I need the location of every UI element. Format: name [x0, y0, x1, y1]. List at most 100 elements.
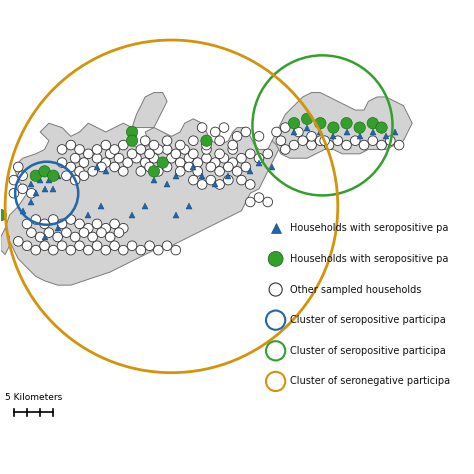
Circle shape: [88, 232, 98, 242]
Circle shape: [162, 162, 172, 172]
Circle shape: [149, 140, 159, 150]
Circle shape: [315, 118, 326, 129]
Circle shape: [140, 136, 150, 146]
Circle shape: [118, 223, 128, 233]
Circle shape: [132, 154, 141, 163]
Circle shape: [145, 149, 155, 159]
Circle shape: [197, 180, 207, 189]
Circle shape: [101, 158, 110, 167]
Circle shape: [162, 136, 172, 146]
Circle shape: [31, 246, 41, 255]
Text: Households with seropositive pa: Households with seropositive pa: [290, 223, 448, 233]
Circle shape: [206, 175, 216, 185]
Circle shape: [320, 136, 329, 146]
Circle shape: [171, 149, 181, 159]
Circle shape: [66, 246, 76, 255]
Text: Cluster of seropositive participa: Cluster of seropositive participa: [290, 346, 446, 356]
Circle shape: [219, 154, 229, 163]
Circle shape: [118, 246, 128, 255]
Circle shape: [354, 122, 365, 133]
Circle shape: [70, 175, 80, 185]
Circle shape: [66, 215, 76, 224]
Circle shape: [281, 123, 290, 132]
Text: Cluster of seronegative participa: Cluster of seronegative participa: [290, 376, 450, 386]
Circle shape: [127, 135, 138, 146]
Circle shape: [254, 193, 264, 202]
Circle shape: [367, 118, 379, 129]
Polygon shape: [272, 92, 412, 158]
Circle shape: [394, 140, 404, 150]
Circle shape: [75, 166, 84, 176]
Circle shape: [377, 140, 386, 150]
Circle shape: [237, 154, 246, 163]
Circle shape: [92, 219, 102, 228]
Circle shape: [175, 166, 185, 176]
Circle shape: [110, 219, 119, 228]
Circle shape: [148, 165, 160, 177]
Circle shape: [44, 228, 54, 237]
Circle shape: [298, 136, 308, 146]
Circle shape: [215, 166, 224, 176]
Circle shape: [224, 175, 233, 185]
Circle shape: [175, 158, 185, 167]
Circle shape: [101, 223, 110, 233]
Circle shape: [79, 228, 89, 237]
Circle shape: [154, 246, 163, 255]
Circle shape: [114, 154, 124, 163]
Polygon shape: [5, 119, 281, 285]
Circle shape: [127, 149, 137, 159]
Circle shape: [57, 219, 67, 228]
Circle shape: [272, 127, 282, 137]
Circle shape: [47, 170, 59, 182]
Circle shape: [75, 241, 84, 251]
Circle shape: [254, 131, 264, 141]
Circle shape: [18, 184, 27, 194]
Circle shape: [92, 154, 102, 163]
Circle shape: [268, 251, 283, 266]
Circle shape: [136, 166, 146, 176]
Circle shape: [333, 136, 343, 146]
Circle shape: [105, 232, 115, 242]
Circle shape: [75, 219, 84, 228]
Circle shape: [140, 158, 150, 167]
Circle shape: [97, 228, 106, 237]
Circle shape: [53, 232, 63, 242]
Circle shape: [110, 145, 119, 154]
Circle shape: [83, 246, 93, 255]
Circle shape: [83, 149, 93, 159]
Circle shape: [376, 122, 387, 133]
Circle shape: [180, 145, 190, 154]
Circle shape: [118, 166, 128, 176]
Circle shape: [210, 127, 220, 137]
Circle shape: [48, 215, 58, 224]
Circle shape: [193, 158, 202, 167]
Circle shape: [288, 118, 300, 129]
Circle shape: [241, 162, 251, 172]
Circle shape: [175, 140, 185, 150]
Circle shape: [0, 210, 7, 221]
Circle shape: [123, 158, 133, 167]
Circle shape: [224, 162, 233, 172]
Circle shape: [136, 246, 146, 255]
Circle shape: [228, 145, 237, 154]
Circle shape: [201, 135, 212, 146]
Circle shape: [189, 175, 198, 185]
Circle shape: [342, 140, 351, 150]
Circle shape: [158, 158, 167, 167]
Circle shape: [201, 145, 211, 154]
Circle shape: [184, 154, 194, 163]
Text: 5 Kilometers: 5 Kilometers: [5, 393, 62, 402]
Circle shape: [57, 158, 67, 167]
Circle shape: [62, 228, 71, 237]
Text: Other sampled households: Other sampled households: [290, 284, 421, 294]
Circle shape: [101, 246, 110, 255]
Circle shape: [36, 232, 45, 242]
Circle shape: [276, 136, 286, 146]
Circle shape: [66, 162, 76, 172]
Circle shape: [241, 127, 251, 137]
Circle shape: [266, 372, 285, 391]
Circle shape: [27, 228, 36, 237]
Circle shape: [39, 165, 50, 177]
Circle shape: [27, 189, 36, 198]
Circle shape: [206, 162, 216, 172]
